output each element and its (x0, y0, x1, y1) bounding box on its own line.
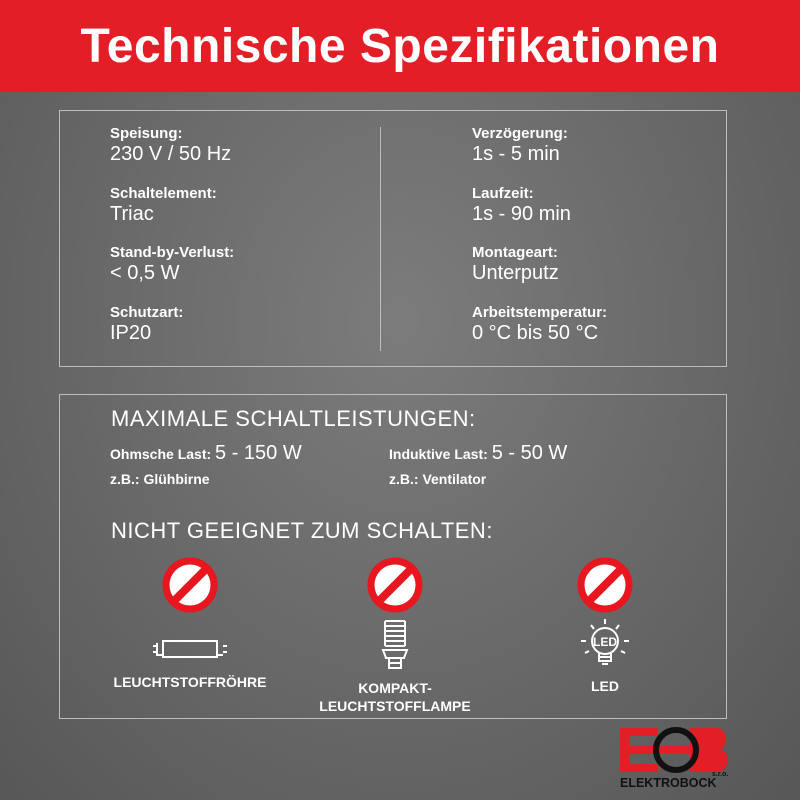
fluorescent-tube-icon (153, 640, 227, 658)
ohmic-load: Ohmsche Last: 5 - 150 W z.B.: Glühbirne (110, 442, 302, 487)
load-example: z.B.: Ventilator (389, 471, 487, 487)
spec-label: Schaltelement: (110, 184, 217, 202)
spec-label: Stand-by-Verlust: (110, 244, 235, 261)
unsuitable-item: KOMPAKT- LEUCHTSTOFFLAMPE (305, 555, 485, 715)
spec-item: Stand-by-Verlust: < 0,5 W (110, 244, 234, 304)
spec-item: Arbeitstemperatur: 0 °C bis 50 °C (472, 304, 607, 364)
spec-value: Triac (110, 202, 154, 225)
prohibited-icon (162, 557, 218, 613)
specs-right-column: Verzögerung: 1s - 5 min Laufzeit: 1s - 90 … (472, 125, 607, 363)
svg-text:ELEKTROBOCK: ELEKTROBOCK (620, 776, 717, 790)
spec-item: Speisung: 230 V / 50 Hz (110, 125, 234, 185)
column-divider (380, 127, 381, 351)
header-banner: Technische Spezifikationen (0, 0, 800, 92)
inductive-load: Induktive Last: 5 - 50 W z.B.: Ventilato… (389, 442, 567, 487)
spec-value: 230 V / 50 Hz (110, 143, 232, 165)
specs-left-column: Speisung: 230 V / 50 Hz Schaltelement: Tri… (110, 125, 234, 363)
unsuitable-item: LEUCHTSTOFFRÖHRE (100, 555, 280, 691)
spec-value: Unterputz (472, 262, 559, 284)
spec-item: Schaltelement: Triac (110, 185, 234, 245)
spec-label: Arbeitstemperatur: (472, 303, 608, 321)
load-value: 5 - 50 W (491, 442, 568, 464)
spec-label: Schutzart: (110, 303, 184, 321)
item-label: LEUCHTSTOFFRÖHRE (113, 674, 267, 690)
loads-title: MAXIMALE SCHALTLEISTUNGEN: (111, 406, 476, 431)
spec-item: Verzögerung: 1s - 5 min (472, 125, 607, 185)
spec-value: 1s - 90 min (472, 202, 571, 225)
prohibited-icon (577, 557, 633, 613)
unsuitable-title: NICHT GEEIGNET ZUM SCHALTEN: (111, 518, 493, 543)
specs-panel: Speisung: 230 V / 50 Hz Schaltelement: Tri… (59, 110, 727, 367)
spec-label: Montageart: (472, 244, 558, 261)
spec-value: 1s - 5 min (472, 143, 560, 165)
load-label: Ohmsche Last: (110, 446, 212, 462)
spec-item: Schutzart: IP20 (110, 304, 234, 364)
spec-value: < 0,5 W (110, 262, 180, 284)
led-bulb-icon: LED (581, 619, 629, 665)
item-label-line1: KOMPAKT- (358, 680, 432, 696)
load-value: 5 - 150 W (215, 442, 302, 464)
prohibited-icon (367, 557, 423, 613)
svg-text:LED: LED (593, 635, 617, 649)
spec-value: 0 °C bis 50 °C (472, 321, 599, 344)
loads-panel: MAXIMALE SCHALTLEISTUNGEN: Ohmsche Last:… (59, 394, 727, 719)
spec-label: Laufzeit: (472, 184, 534, 202)
item-label-line2: LEUCHTSTOFFLAMPE (319, 698, 471, 714)
spec-label: Speisung: (110, 125, 183, 142)
spec-label: Verzögerung: (472, 125, 568, 142)
svg-text:s.r.o.: s.r.o. (712, 771, 728, 778)
spec-item: Laufzeit: 1s - 90 min (472, 185, 607, 245)
unsuitable-item: LED LED (515, 555, 695, 695)
compact-fluorescent-lamp-icon (381, 620, 409, 669)
item-label: LED (591, 678, 619, 694)
elektrobock-logo: s.r.o. ELEKTROBOCK (618, 724, 734, 790)
load-example: z.B.: Glühbirne (110, 471, 210, 487)
load-label: Induktive Last: (389, 446, 488, 462)
spec-item: Montageart: Unterputz (472, 244, 607, 304)
page-title: Technische Spezifikationen (80, 19, 720, 73)
spec-value: IP20 (110, 321, 152, 344)
